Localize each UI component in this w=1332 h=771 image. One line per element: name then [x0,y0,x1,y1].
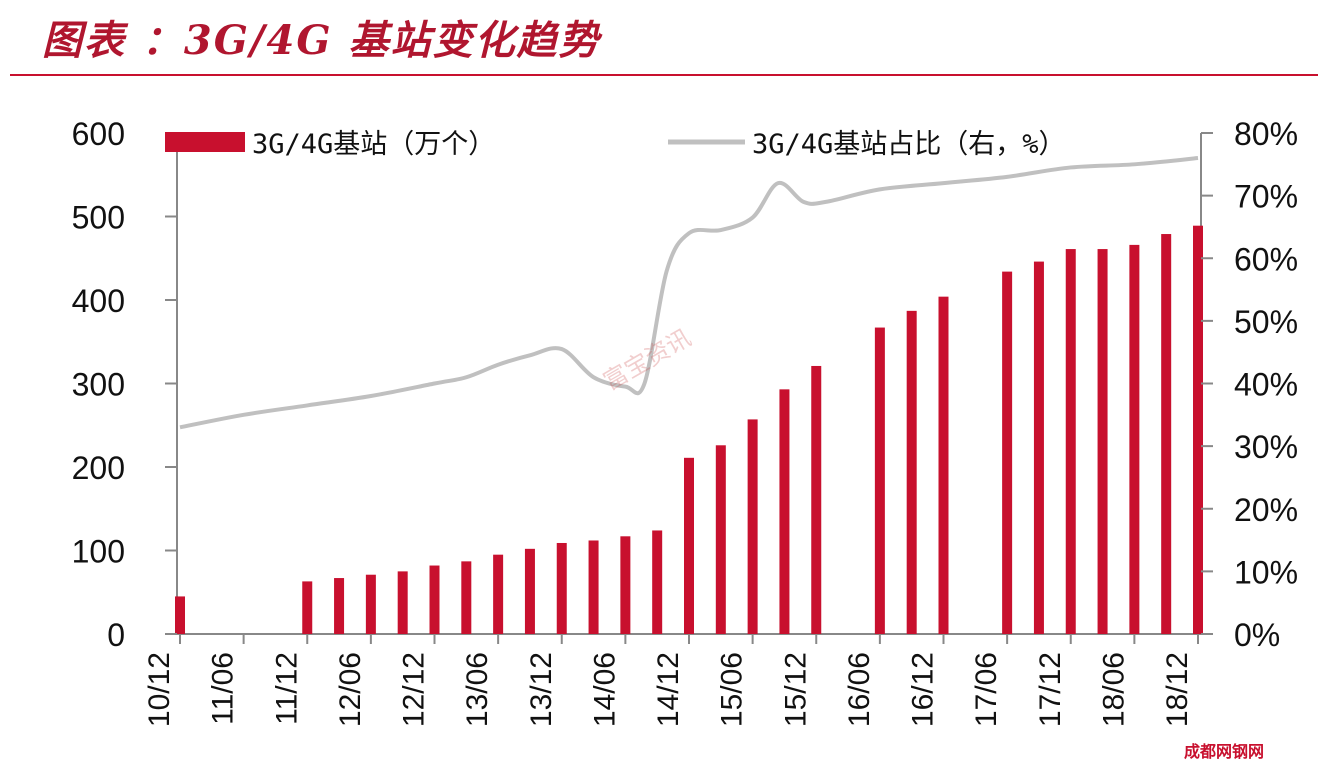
line-series [179,156,1199,430]
left-axis-ticks: 0 100 200 300 400 500 600 [72,116,177,653]
legend: 3G/4G基站（万个） 3G/4G基站占比（右，%） [165,129,1066,160]
x-tick-label: 14/12 [652,652,685,727]
footer-logo: 成都网钢网 [1184,742,1265,761]
x-tick-label: 15/12 [779,652,812,727]
right-tick-label: 20% [1234,492,1298,528]
x-tick-label: 16/12 [907,652,940,727]
right-tick-label: 40% [1234,367,1298,403]
right-tick-label: 70% [1234,179,1298,215]
title-divider [10,74,1318,76]
bar [874,327,885,634]
right-tick-label: 10% [1234,554,1298,590]
bar [1033,261,1044,634]
bar [779,389,790,634]
bar [588,540,599,634]
bar [397,571,408,634]
bar [1129,244,1140,634]
bar [175,596,185,634]
right-tick-label: 60% [1234,241,1298,277]
x-tick-label: 17/12 [1034,652,1067,727]
bar [715,445,726,634]
left-tick-label: 300 [72,367,125,403]
bar [334,578,345,634]
bar [1065,249,1076,634]
bar [302,581,313,634]
header: 图表 ：3G/4G 基站变化趋势 [0,0,1332,80]
left-tick-label: 0 [107,617,125,653]
bar [365,574,376,634]
x-tick-label: 13/12 [525,652,558,727]
x-tick-label: 17/06 [970,652,1003,727]
left-tick-label: 200 [72,450,125,486]
x-tick-label: 12/12 [398,652,431,727]
bar [556,542,567,634]
bar [938,296,949,634]
bar [652,530,663,634]
bar [684,457,694,634]
right-tick-label: 50% [1234,304,1298,340]
bar [1193,225,1203,634]
bar [747,419,758,634]
x-tick-label: 18/12 [1161,652,1194,727]
right-tick-label: 30% [1234,429,1298,465]
bar [493,554,504,634]
bar [1097,249,1108,634]
right-tick-label: 80% [1234,116,1298,152]
x-tick-label: 15/06 [716,652,749,727]
x-tick-label: 14/06 [588,652,621,727]
left-tick-label: 500 [72,200,125,236]
x-tick-label: 13/06 [461,652,494,727]
x-axis-ticks: 10/12 11/06 11/12 12/06 12/12 13/06 13/12 14/06… [143,634,1199,727]
legend-bar-label: 3G/4G基站（万个） [252,129,495,160]
x-tick-label: 11/06 [207,652,240,725]
bar-series [175,225,1203,634]
left-tick-label: 600 [72,116,125,152]
left-tick-label: 400 [72,283,125,319]
left-tick-label: 100 [72,534,125,570]
bar [620,536,631,634]
bar [811,365,822,634]
legend-line-label: 3G/4G基站占比（右，%） [752,129,1066,160]
right-axis-ticks: 0% 10% 20% 30% 40% 50% 60% 70% 80% [1201,116,1298,653]
x-tick-label: 12/06 [334,652,367,727]
x-tick-label: 10/12 [143,652,176,727]
bar [524,548,535,634]
x-tick-label: 16/06 [843,652,876,727]
bar [906,310,917,634]
page-title: 图表 ：3G/4G 基站变化趋势 [42,17,601,64]
x-tick-label: 11/12 [270,652,303,725]
bar [429,565,440,634]
legend-bar-swatch [165,132,245,152]
x-tick-label: 18/06 [1097,652,1130,727]
bar [461,561,472,634]
bar [1161,234,1172,634]
right-tick-label: 0% [1234,617,1280,653]
bar [1002,271,1013,634]
